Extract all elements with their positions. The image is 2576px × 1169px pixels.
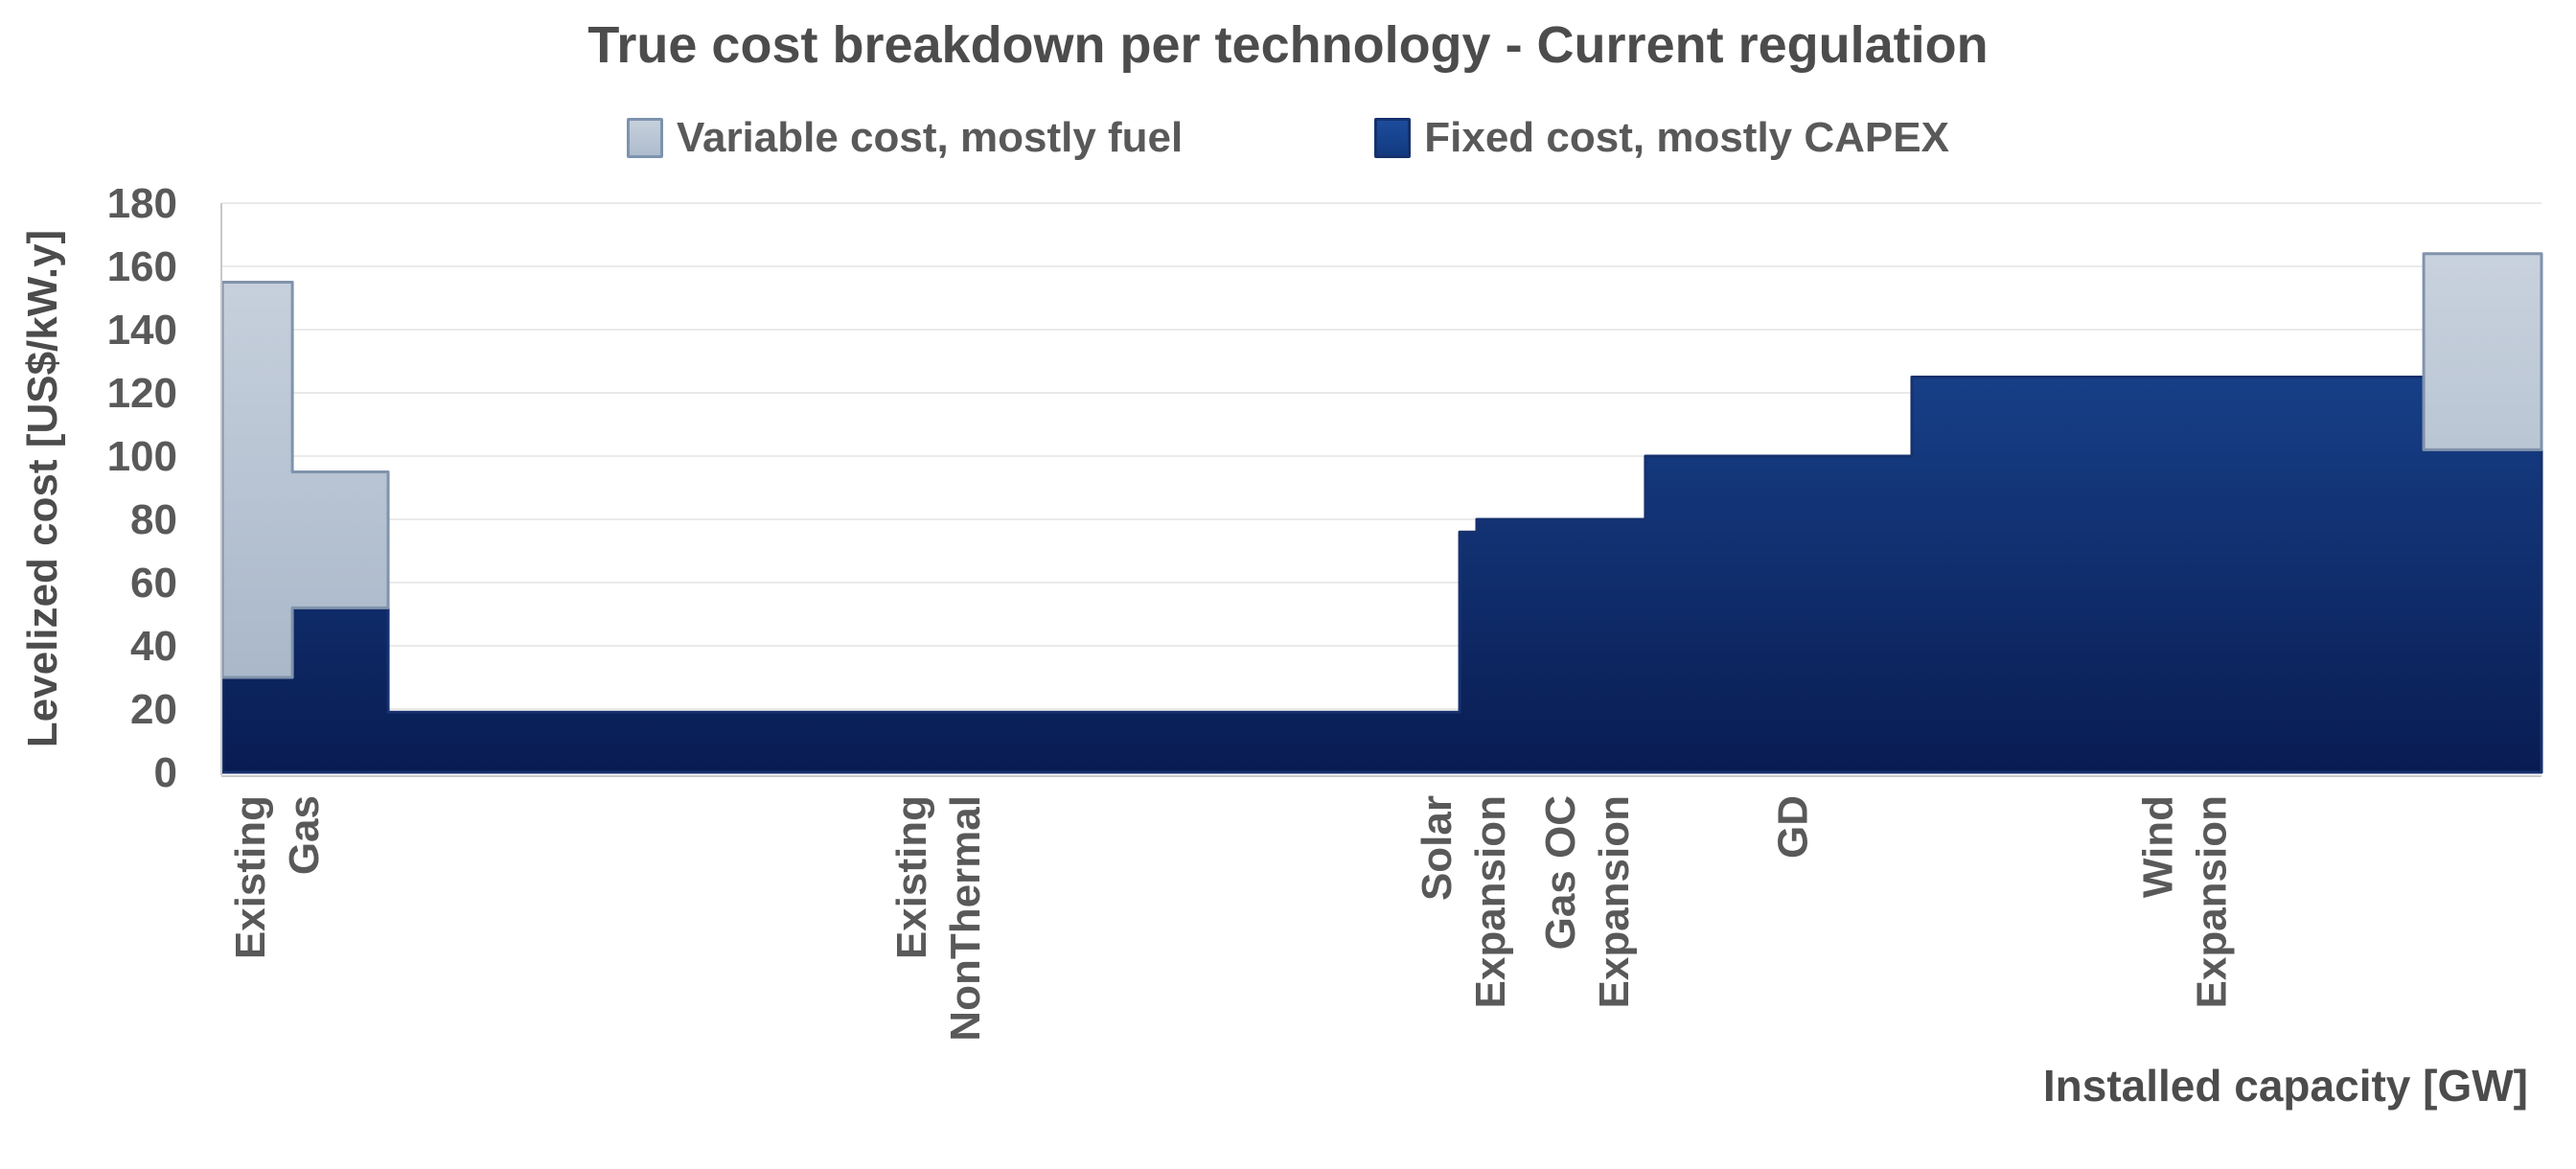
chart-title: True cost breakdown per technology - Cur… [587, 16, 1989, 74]
legend-item-variable: Variable cost, mostly fuel [627, 114, 1183, 162]
legend-label-variable: Variable cost, mostly fuel [677, 114, 1184, 161]
y-axis-ticks: 0 20 40 60 80 100 120 140 160 180 [107, 180, 177, 796]
x-axis-title: Installed capacity [GW] [2042, 1061, 2528, 1111]
svg-text:Expansion: Expansion [2188, 795, 2235, 1009]
legend-item-fixed: Fixed cost, mostly CAPEX [1374, 114, 1949, 162]
svg-text:Gas: Gas [281, 795, 328, 875]
svg-text:Expansion: Expansion [1591, 795, 1638, 1009]
variable-series-swatch-icon [627, 118, 664, 158]
legend: Variable cost, mostly fuel Fixed cost, m… [0, 111, 2576, 165]
svg-text:160: 160 [107, 243, 177, 290]
svg-text:40: 40 [130, 623, 177, 670]
svg-text:GD: GD [1769, 795, 1816, 859]
svg-text:Wind: Wind [2134, 795, 2181, 898]
svg-text:140: 140 [107, 307, 177, 354]
svg-text:20: 20 [130, 686, 177, 733]
legend-label-fixed: Fixed cost, mostly CAPEX [1424, 114, 1949, 161]
svg-text:60: 60 [130, 560, 177, 607]
svg-text:NonThermal: NonThermal [942, 795, 989, 1042]
svg-text:Existing: Existing [888, 795, 935, 959]
svg-text:0: 0 [154, 749, 177, 796]
fixed-series-swatch-icon [1374, 118, 1412, 158]
svg-text:80: 80 [130, 496, 177, 543]
svg-text:120: 120 [107, 370, 177, 417]
svg-text:Expansion: Expansion [1467, 795, 1514, 1009]
series-areas [220, 252, 2543, 774]
svg-text:180: 180 [107, 180, 177, 227]
svg-text:Existing: Existing [227, 795, 274, 959]
x-axis-labels: Existing Gas Existing NonThermal Solar Expans… [227, 795, 2235, 1042]
svg-text:100: 100 [107, 433, 177, 480]
axis-lines [220, 203, 2542, 777]
svg-text:Gas OC: Gas OC [1537, 795, 1584, 950]
svg-text:Solar: Solar [1414, 795, 1460, 901]
